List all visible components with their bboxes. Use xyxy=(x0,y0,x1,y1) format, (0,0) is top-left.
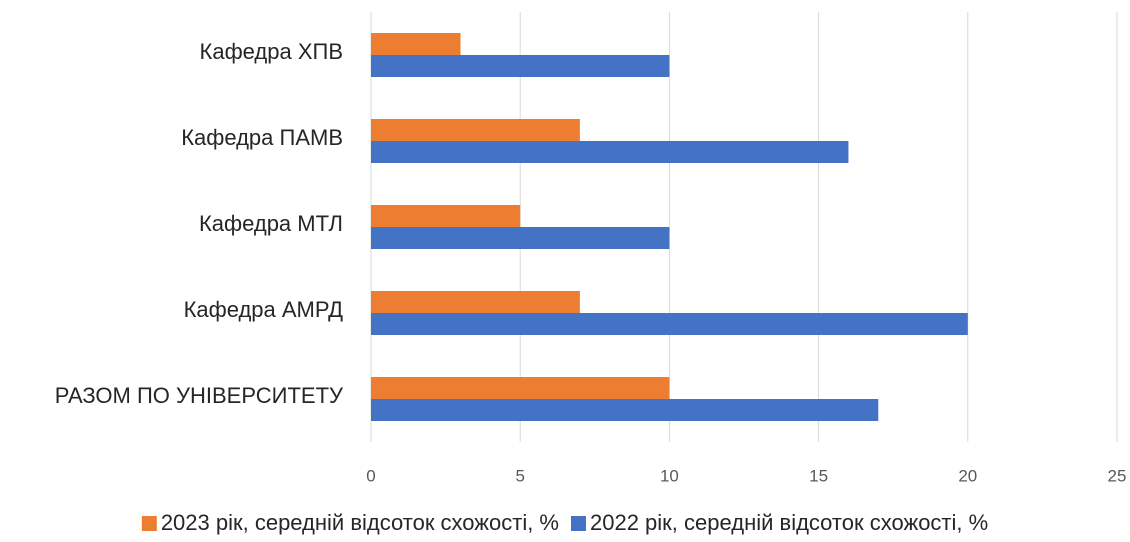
y-tick-label: Кафедра МТЛ xyxy=(199,211,343,236)
legend-swatch xyxy=(141,516,157,531)
bar xyxy=(371,291,580,313)
y-tick-label: Кафедра ХПВ xyxy=(200,39,343,64)
x-tick-label: 15 xyxy=(809,466,828,485)
bar xyxy=(371,377,670,399)
bar xyxy=(371,205,521,227)
x-tick-label: 0 xyxy=(366,466,375,485)
legend-label: 2022 рік, середній відсоток схожості, % xyxy=(590,510,988,535)
y-tick-label: Кафедра АМРД xyxy=(184,297,344,322)
x-tick-label: 10 xyxy=(660,466,679,485)
bar xyxy=(371,33,461,55)
bar xyxy=(371,313,968,335)
y-tick-label: РАЗОМ ПО УНІВЕРСИТЕТУ xyxy=(55,383,344,408)
bar xyxy=(371,399,879,421)
x-tick-label: 20 xyxy=(958,466,977,485)
y-tick-label: Кафедра ПАМВ xyxy=(181,125,343,150)
bar xyxy=(371,119,580,141)
x-tick-label: 25 xyxy=(1108,466,1127,485)
legend-swatch xyxy=(571,516,586,531)
bar xyxy=(371,141,849,163)
bar xyxy=(371,227,670,249)
legend-label: 2023 рік, середній відсоток схожості, % xyxy=(161,510,559,535)
x-tick-label: 5 xyxy=(515,466,524,485)
bar xyxy=(371,55,670,77)
